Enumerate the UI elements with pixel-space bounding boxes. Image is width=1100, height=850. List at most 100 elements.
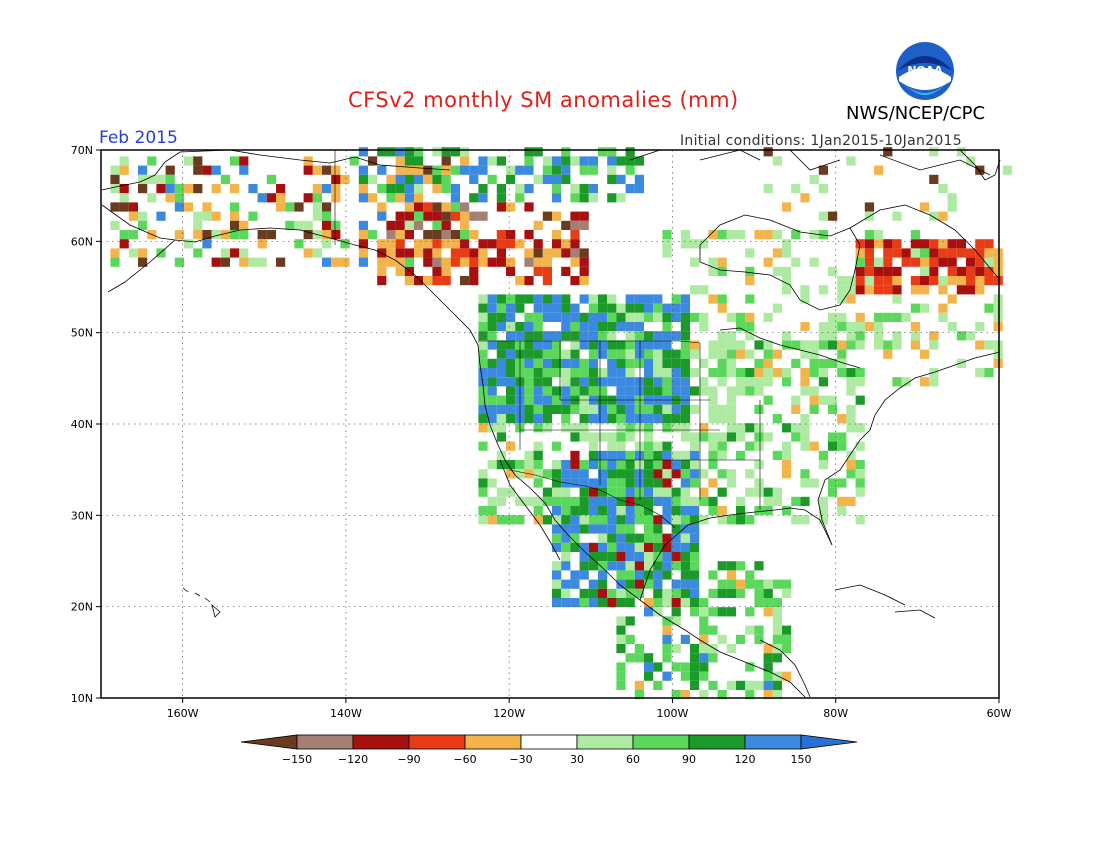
anomaly-cell <box>552 441 562 451</box>
anomaly-cell <box>460 202 470 212</box>
anomaly-cell <box>874 266 884 276</box>
anomaly-cell <box>588 322 598 332</box>
anomaly-cell <box>496 515 506 525</box>
anomaly-cell <box>533 220 543 230</box>
anomaly-cell <box>699 239 709 249</box>
anomaly-cell <box>809 349 819 359</box>
anomaly-cell <box>883 276 893 286</box>
anomaly-cell <box>717 331 727 341</box>
anomaly-cell <box>763 184 773 194</box>
anomaly-cell <box>506 460 516 470</box>
anomaly-cell <box>331 174 341 184</box>
anomaly-cell <box>386 248 396 258</box>
anomaly-cell <box>653 294 663 304</box>
anomaly-cell <box>671 533 681 543</box>
anomaly-cell <box>211 184 221 194</box>
anomaly-cell <box>404 257 414 267</box>
anomaly-cell <box>561 496 571 506</box>
anomaly-cell <box>552 469 562 479</box>
anomaly-cell <box>984 303 994 313</box>
anomaly-cell <box>450 230 460 240</box>
anomaly-cell <box>680 515 690 525</box>
anomaly-cell <box>938 285 948 295</box>
anomaly-cell <box>616 450 626 460</box>
anomaly-cell <box>460 239 470 249</box>
anomaly-cell <box>644 487 654 497</box>
anomaly-cell <box>680 542 690 552</box>
anomaly-cell <box>625 570 635 580</box>
anomaly-cell <box>588 303 598 313</box>
anomaly-cell <box>579 478 589 488</box>
anomaly-cell <box>634 441 644 451</box>
anomaly-cell <box>920 266 930 276</box>
anomaly-cell <box>579 220 589 230</box>
anomaly-cell <box>947 248 957 258</box>
anomaly-cell <box>303 193 313 203</box>
anomaly-cell <box>644 469 654 479</box>
anomaly-cell <box>552 303 562 313</box>
anomaly-cell <box>671 506 681 516</box>
anomaly-cell <box>662 570 672 580</box>
anomaly-cell <box>855 487 865 497</box>
anomaly-cell <box>800 469 810 479</box>
anomaly-cell <box>791 230 801 240</box>
anomaly-cell <box>322 184 332 194</box>
anomaly-cell <box>653 349 663 359</box>
anomaly-cell <box>717 404 727 414</box>
anomaly-cell <box>680 579 690 589</box>
anomaly-cell <box>754 478 764 488</box>
anomaly-cell <box>542 496 552 506</box>
anomaly-cell <box>671 561 681 571</box>
anomaly-cell <box>570 276 580 286</box>
anomaly-cell <box>220 248 230 258</box>
anomaly-cell <box>506 174 516 184</box>
anomaly-cell <box>855 395 865 405</box>
anomaly-cell <box>717 230 727 240</box>
anomaly-cell <box>625 450 635 460</box>
anomaly-cell <box>680 377 690 387</box>
anomaly-cell <box>404 184 414 194</box>
anomaly-cell <box>680 478 690 488</box>
anomaly-cell <box>598 552 608 562</box>
anomaly-cell <box>745 570 755 580</box>
anomaly-cell <box>487 156 497 166</box>
anomaly-cell <box>450 248 460 258</box>
anomaly-cell <box>772 156 782 166</box>
colorbar-segment <box>576 734 634 750</box>
anomaly-cell <box>570 239 580 249</box>
anomaly-cell <box>671 386 681 396</box>
anomaly-cell <box>910 340 920 350</box>
anomaly-cell <box>726 331 736 341</box>
anomaly-cell <box>671 331 681 341</box>
anomaly-cell <box>653 478 663 488</box>
anomaly-cell <box>257 239 267 249</box>
anomaly-cell <box>441 147 451 157</box>
anomaly-cell <box>662 616 672 626</box>
anomaly-cell <box>892 239 902 249</box>
anomaly-cell <box>441 276 451 286</box>
anomaly-cell <box>782 579 792 589</box>
anomaly-cell <box>818 377 828 387</box>
anomaly-cell <box>653 598 663 608</box>
anomaly-cell <box>340 239 350 249</box>
anomaly-cell <box>404 248 414 258</box>
anomaly-cell <box>358 165 368 175</box>
anomaly-cell <box>644 312 654 322</box>
anomaly-cell <box>138 165 148 175</box>
anomaly-cell <box>800 322 810 332</box>
anomaly-cell <box>653 331 663 341</box>
anomaly-cell <box>745 515 755 525</box>
anomaly-cell <box>938 248 948 258</box>
anomaly-cell <box>487 414 497 424</box>
anomaly-cell <box>653 469 663 479</box>
anomaly-cell <box>680 230 690 240</box>
anomaly-cell <box>496 340 506 350</box>
anomaly-cell <box>312 184 322 194</box>
colorbar-tick-label: 120 <box>735 753 756 766</box>
anomaly-cell <box>193 184 203 194</box>
anomaly-cell <box>294 220 304 230</box>
anomaly-cell <box>588 386 598 396</box>
anomaly-cell <box>515 496 525 506</box>
anomaly-cell <box>579 588 589 598</box>
anomaly-cell <box>625 423 635 433</box>
